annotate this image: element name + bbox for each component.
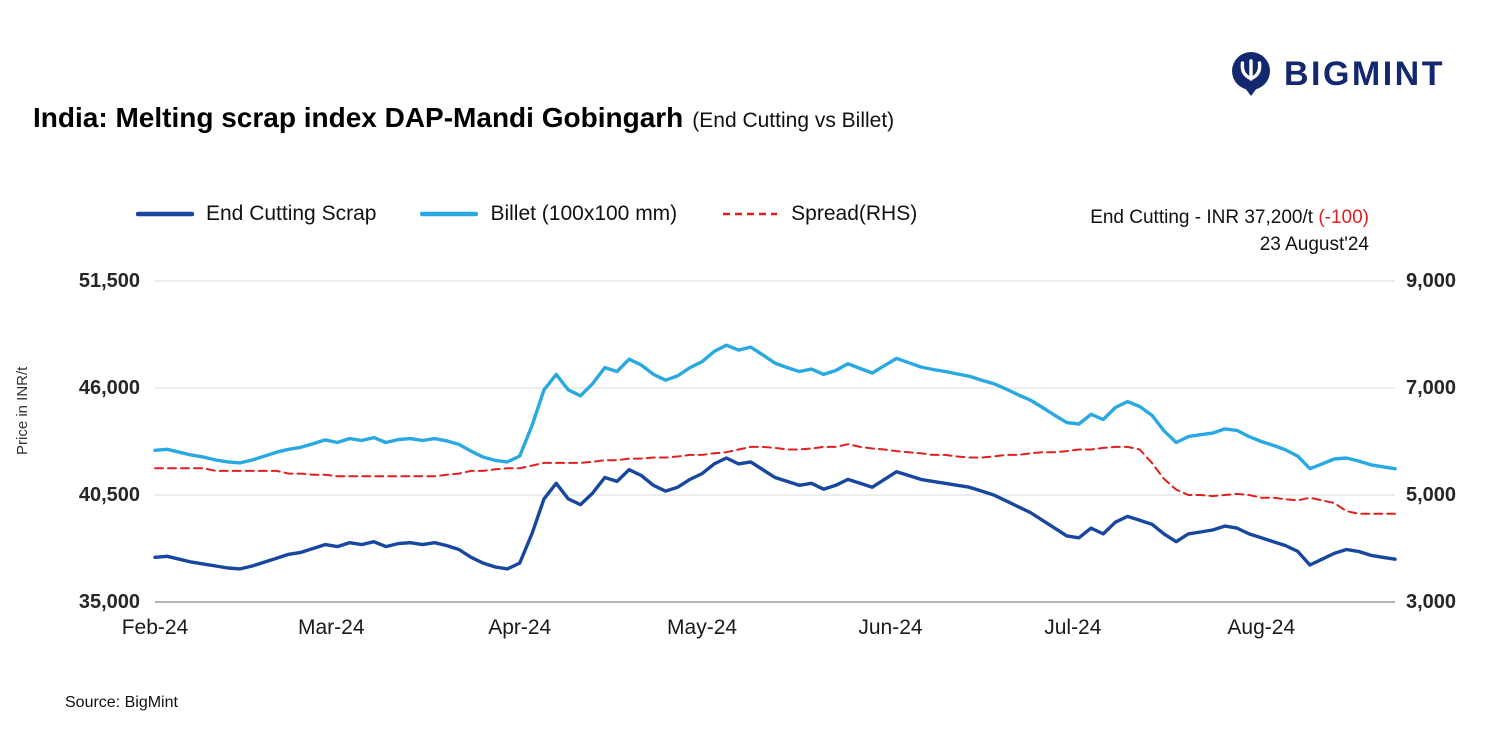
x-axis-tick: Jul-24 — [1044, 616, 1102, 639]
bigmint-logo-text: BIGMINT — [1283, 54, 1445, 93]
legend: End Cutting Scrap Billet (100x100 mm) Sp… — [136, 202, 917, 226]
y-axis-tick-right: 9,000 — [1406, 270, 1457, 292]
bigmint-logo-icon — [1231, 52, 1270, 96]
x-axis-tick: Aug-24 — [1227, 616, 1296, 639]
y-axis-tick-right: 7,000 — [1406, 377, 1457, 399]
legend-item-spread: Spread(RHS) — [721, 202, 917, 226]
legend-item-billet: Billet (100x100 mm) — [420, 202, 677, 226]
y-axis-tick-left: 35,000 — [78, 591, 140, 613]
legend-label-billet: Billet (100x100 mm) — [490, 202, 678, 225]
legend-item-end-cutting-scrap: End Cutting Scrap — [136, 202, 376, 226]
bigmint-logo: BIGMINT — [1228, 50, 1445, 98]
x-axis-tick: Jun-24 — [858, 616, 923, 639]
x-axis-tick: Apr-24 — [488, 616, 552, 639]
x-axis-tick: Mar-24 — [298, 616, 365, 639]
y-axis-title: Price in INR/t — [14, 366, 31, 455]
series-line-billet-100x100-mm — [153, 343, 1397, 471]
source-note: Source: BigMint — [65, 694, 178, 711]
page-title: India: Melting scrap index DAP-Mandi Gob… — [33, 98, 894, 135]
y-axis-tick-left: 51,500 — [78, 270, 140, 292]
annotation-date: 23 August'24 — [1259, 234, 1369, 255]
billet-line-swatch — [420, 211, 479, 217]
y-axis-tick-right: 5,000 — [1406, 484, 1457, 506]
latest-price-line: End Cutting - INR 37,200/t (-100) — [1090, 204, 1369, 231]
spread-line-swatch — [723, 212, 778, 216]
x-axis-tick: Feb-24 — [121, 616, 189, 639]
y-axis-tick-right: 3,000 — [1406, 591, 1457, 613]
series-line-end-cutting-scrap — [153, 456, 1397, 571]
latest-price-annotation: End Cutting - INR 37,200/t (-100) 23 Aug… — [1090, 204, 1369, 258]
y-axis-tick-left: 46,000 — [78, 377, 140, 399]
page-title-main: India: Melting scrap index DAP-Mandi Gob… — [33, 102, 684, 133]
legend-label-end-cutting-scrap: End Cutting Scrap — [206, 202, 377, 225]
x-axis-tick: May-24 — [667, 616, 738, 639]
price-change-value: (-100) — [1318, 207, 1369, 228]
page-title-sub: (End Cutting vs Billet) — [692, 109, 895, 132]
series-line-spread-rhs — [154, 443, 1396, 515]
end-cutting-line-swatch — [136, 211, 194, 217]
latest-price-text: End Cutting - INR 37,200/t — [1090, 207, 1319, 228]
y-axis-tick-left: 40,500 — [78, 484, 140, 506]
legend-label-spread: Spread(RHS) — [791, 202, 918, 225]
